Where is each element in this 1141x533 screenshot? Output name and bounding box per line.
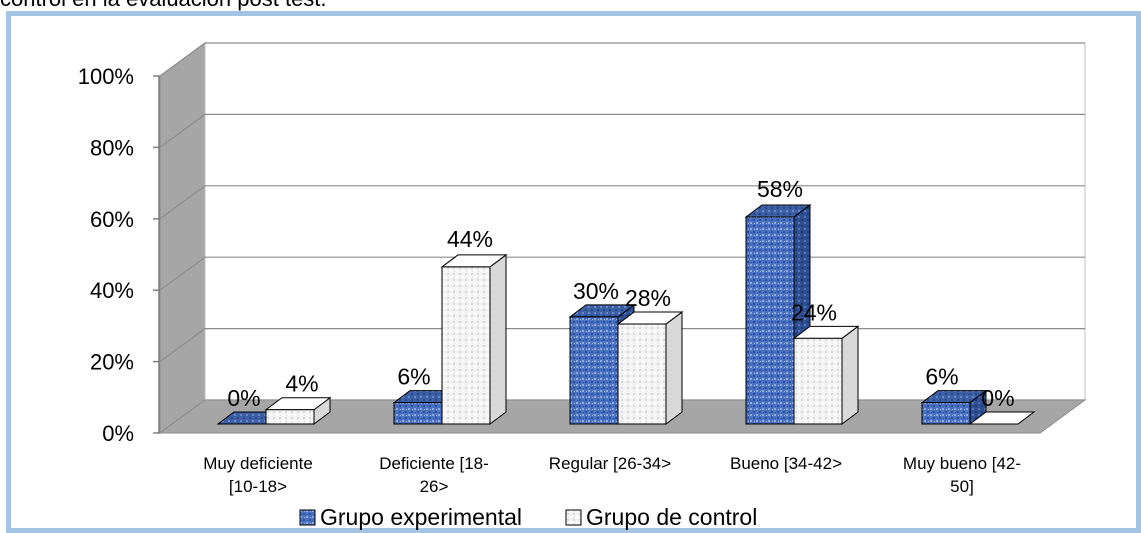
data-label-experimental: 0%	[227, 385, 260, 411]
y-tick-label: 20%	[90, 350, 134, 375]
bar-front	[745, 216, 795, 425]
category-label: Regular [26-34>	[549, 454, 671, 473]
legend-label: Grupo de control	[586, 504, 757, 530]
category-label: [10-18>	[229, 477, 287, 496]
data-label-control: 0%	[981, 385, 1014, 411]
y-tick-label: 60%	[90, 207, 134, 232]
data-label-control: 44%	[447, 226, 493, 252]
data-label-experimental: 30%	[573, 278, 619, 304]
category-label: Bueno [34-42>	[730, 454, 842, 473]
category-label: Deficiente [18-	[379, 454, 489, 473]
bar-side	[841, 325, 859, 425]
gridline	[159, 113, 1085, 148]
bar-front	[617, 323, 667, 425]
bar-front	[265, 409, 315, 425]
y-tick-label: 80%	[90, 135, 134, 160]
legend-label: Grupo experimental	[320, 504, 522, 530]
legend-item-control: Grupo de control	[565, 504, 757, 530]
bars	[216, 203, 1036, 425]
category-label: Muy deficiente	[203, 454, 313, 473]
data-label-control: 28%	[625, 285, 671, 311]
bar-grupo-control	[792, 325, 860, 425]
category-label: 50]	[950, 477, 974, 496]
data-label-experimental: 58%	[757, 176, 803, 202]
legend: Grupo experimental Grupo de control	[299, 504, 757, 530]
legend-swatch-experimental	[299, 509, 316, 526]
bar-grupo-control	[264, 396, 332, 425]
bar-side	[489, 253, 507, 425]
bar-top	[968, 411, 1036, 425]
data-label-control: 4%	[285, 371, 318, 397]
bar-grupo-control	[616, 311, 684, 425]
value-axis: 0% 20% 40% 60% 80% 100%	[78, 64, 160, 446]
bar-front	[393, 402, 443, 425]
bar-front	[441, 266, 491, 425]
bar-side	[665, 311, 683, 425]
category-label: 26>	[420, 477, 449, 496]
category-label: Muy bueno [42-	[903, 454, 1021, 473]
legend-item-experimental: Grupo experimental	[299, 504, 522, 530]
category-axis: Muy deficiente [10-18> Deficiente [18- 26> R…	[203, 454, 1021, 496]
gridline	[159, 42, 1085, 77]
side-wall	[159, 42, 206, 434]
bar-front	[921, 402, 971, 425]
bar-grupo-experimental	[744, 203, 812, 425]
y-tick-label: 40%	[90, 278, 134, 303]
gridline	[159, 185, 1085, 220]
chart-caption: control en la evaluación post test.	[0, 0, 327, 12]
data-label-experimental: 6%	[397, 364, 430, 390]
bar-grupo-control	[440, 253, 508, 425]
data-label-control: 24%	[791, 299, 837, 325]
data-label-experimental: 6%	[925, 364, 958, 390]
data-labels: 0% 4% 6% 44% 30% 28% 58% 24% 6% 0%	[227, 176, 1014, 411]
bar-front	[793, 337, 843, 425]
legend-swatch-control	[565, 509, 582, 526]
y-tick-label: 100%	[78, 64, 134, 89]
bar-grupo-control	[968, 411, 1036, 425]
bar-front	[569, 316, 619, 425]
y-tick-label: 0%	[102, 421, 134, 446]
